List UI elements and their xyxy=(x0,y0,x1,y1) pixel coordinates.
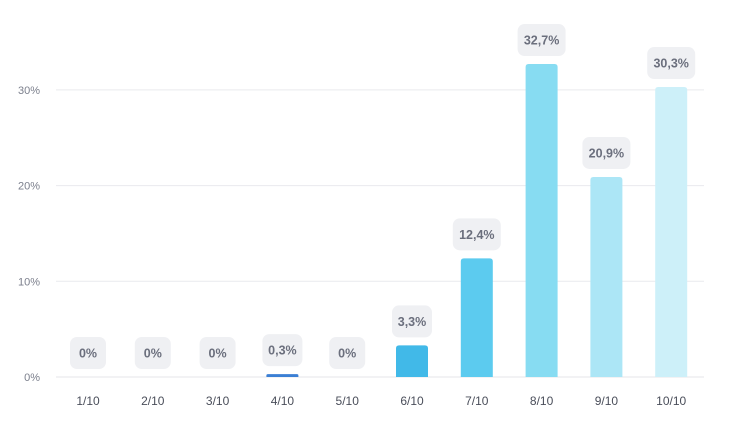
data-label-text: 3,3% xyxy=(398,315,427,329)
bar xyxy=(525,64,558,377)
data-label: 0,3% xyxy=(262,334,303,367)
data-label: 30,3% xyxy=(647,47,696,80)
data-label: 0% xyxy=(199,337,236,369)
bar xyxy=(460,258,493,377)
x-tick-label: 6/10 xyxy=(400,394,424,408)
x-tick-label: 5/10 xyxy=(336,394,360,408)
data-label-pill xyxy=(392,305,432,338)
data-label-pill xyxy=(582,136,631,169)
bar xyxy=(396,345,428,377)
bar xyxy=(590,176,623,377)
data-label-text: 0% xyxy=(209,347,227,361)
data-label-pill xyxy=(262,334,303,367)
data-labels: 0% 0% 0% 0,3% 0% 3,3% 12,4% 32,7% 20,9% 30,3% xyxy=(70,24,696,369)
data-label-text: 0% xyxy=(338,347,356,361)
data-label: 3,3% xyxy=(392,305,432,338)
x-tick-label: 10/10 xyxy=(656,394,686,408)
x-tick-label: 2/10 xyxy=(141,394,165,408)
data-label-text: 20,9% xyxy=(589,146,624,160)
data-label: 12,4% xyxy=(452,218,501,251)
axes: 0% 10% 20% 30% 1/10 2/10 3/10 4/10 5/10 6/10 7/10 8… xyxy=(18,85,687,408)
data-label-text: 12,4% xyxy=(459,228,494,242)
data-label: 0% xyxy=(329,337,366,369)
y-tick-label: 30% xyxy=(18,85,40,97)
data-label-pill xyxy=(134,337,171,369)
y-tick-label: 10% xyxy=(18,276,40,288)
data-label: 32,7% xyxy=(517,24,566,57)
data-label-pill xyxy=(452,218,501,251)
x-tick-label: 8/10 xyxy=(530,394,554,408)
data-label-pill xyxy=(647,47,696,80)
x-tick-label: 4/10 xyxy=(271,394,295,408)
bar xyxy=(655,87,688,378)
data-label-pill xyxy=(517,24,566,57)
bars xyxy=(266,64,688,378)
data-label: 0% xyxy=(134,337,171,369)
data-label: 20,9% xyxy=(582,136,631,169)
data-label: 0% xyxy=(70,337,106,369)
x-tick-label: 3/10 xyxy=(206,394,230,408)
data-label-pill xyxy=(199,337,236,369)
data-label-pill xyxy=(70,337,106,369)
data-label-text: 0,3% xyxy=(268,344,297,358)
data-label-text: 30,3% xyxy=(653,57,688,71)
data-label-text: 0% xyxy=(79,347,97,361)
data-label-text: 32,7% xyxy=(524,34,559,48)
y-tick-label: 0% xyxy=(24,372,40,384)
x-tick-label: 1/10 xyxy=(76,394,100,408)
x-tick-label: 9/10 xyxy=(595,394,619,408)
y-tick-label: 20% xyxy=(18,181,40,193)
data-label-pill xyxy=(329,337,366,369)
bar xyxy=(266,374,299,377)
data-label-text: 0% xyxy=(144,347,162,361)
x-tick-label: 7/10 xyxy=(465,394,489,408)
